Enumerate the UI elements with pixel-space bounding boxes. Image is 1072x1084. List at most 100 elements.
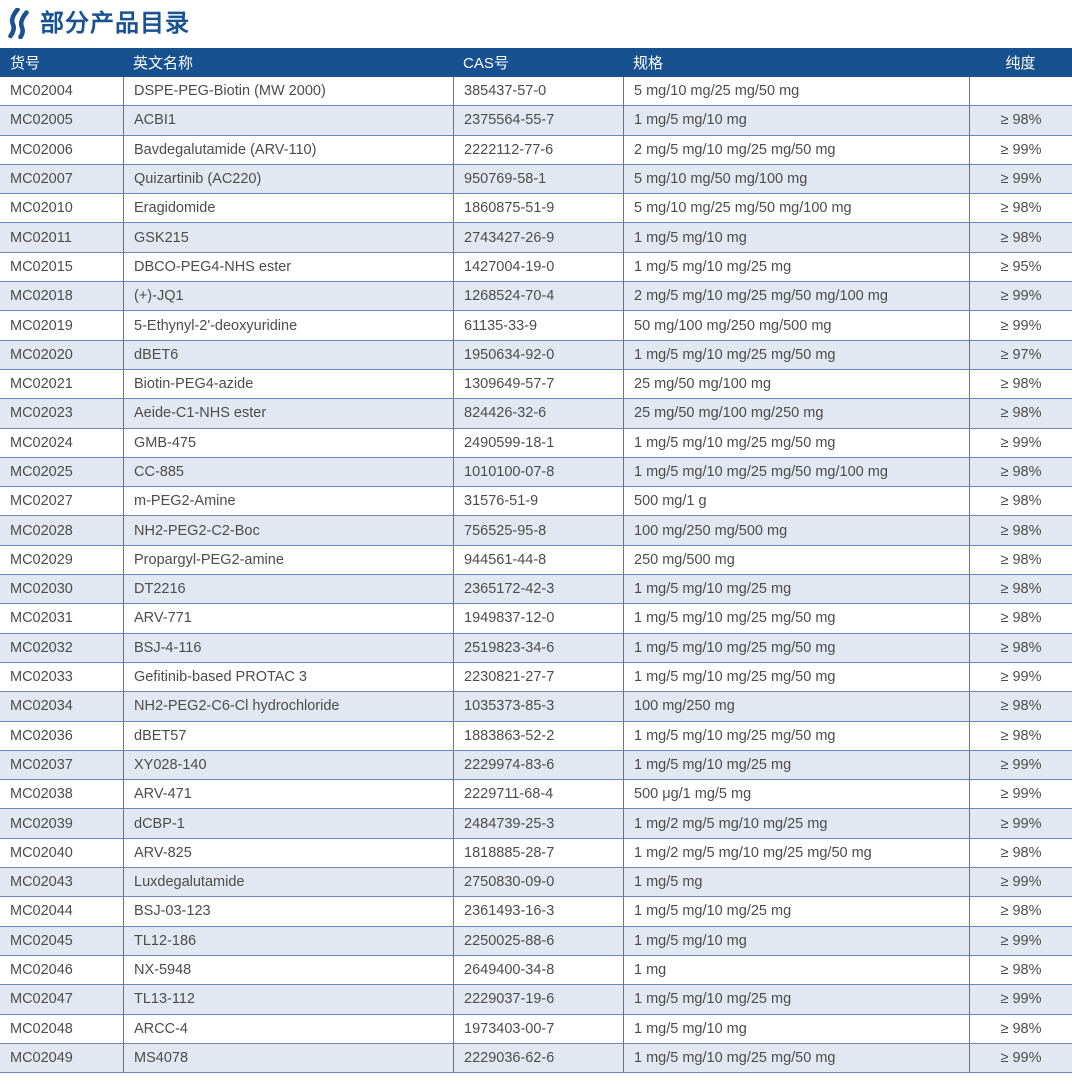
cell-sku: MC02048: [0, 1014, 123, 1044]
cell-spec: 1 mg/5 mg: [623, 868, 969, 898]
cell-cas: 1949837-12-0: [453, 604, 623, 634]
cell-spec: 1 mg/5 mg/10 mg/25 mg/50 mg: [623, 633, 969, 663]
cell-name: BSJ-03-123: [123, 897, 453, 927]
cell-name: Biotin-PEG4-azide: [123, 369, 453, 400]
cell-cas: 1818885-28-7: [453, 838, 623, 869]
cell-purity: ≥ 99%: [969, 868, 1072, 898]
cell-purity: ≥ 99%: [969, 1043, 1072, 1074]
cell-cas: 61135-33-9: [453, 311, 623, 341]
cell-cas: 1860875-51-9: [453, 194, 623, 224]
cell-cas: 2250025-88-6: [453, 926, 623, 956]
table-row: MC02036 dBET57 1883863-52-2 1 mg/5 mg/10 mg…: [0, 721, 1072, 751]
cell-sku: MC02007: [0, 164, 123, 195]
cell-name: Aeide-C1-NHS ester: [123, 399, 453, 429]
cell-purity: ≥ 99%: [969, 750, 1072, 781]
cell-sku: MC02046: [0, 955, 123, 986]
table-row: MC02043 Luxdegalutamide 2750830-09-0 1 mg/5…: [0, 868, 1072, 898]
cell-sku: MC02034: [0, 692, 123, 722]
table-row: MC02038 ARV-471 2229711-68-4 500 μg/1 mg/5 …: [0, 780, 1072, 810]
cell-sku: MC02038: [0, 780, 123, 810]
table-row: MC02032 BSJ-4-116 2519823-34-6 1 mg/5 mg/10…: [0, 633, 1072, 663]
cell-sku: MC02021: [0, 369, 123, 400]
cell-sku: MC02019: [0, 311, 123, 341]
cell-name: 5-Ethynyl-2'-deoxyuridine: [123, 311, 453, 341]
page-title-row: 部分产品目录: [0, 0, 1072, 48]
table-row: MC02007 Quizartinib (AC220) 950769-58-1 5 m…: [0, 164, 1072, 195]
cell-cas: 944561-44-8: [453, 545, 623, 576]
cell-name: dBET57: [123, 721, 453, 751]
cell-sku: MC02049: [0, 1043, 123, 1074]
cell-purity: ≥ 98%: [969, 955, 1072, 986]
cell-name: NH2-PEG2-C2-Boc: [123, 516, 453, 546]
cell-spec: 1 mg/5 mg/10 mg/25 mg/50 mg/100 mg: [623, 457, 969, 488]
table-row: MC02030 DT2216 2365172-42-3 1 mg/5 mg/10 mg…: [0, 575, 1072, 605]
cell-spec: 5 mg/10 mg/25 mg/50 mg/100 mg: [623, 194, 969, 224]
cell-name: DBCO-PEG4-NHS ester: [123, 252, 453, 283]
cell-spec: 1 mg/5 mg/10 mg/25 mg: [623, 985, 969, 1015]
cell-name: NH2-PEG2-C6-Cl hydrochloride: [123, 692, 453, 722]
cell-sku: MC02032: [0, 633, 123, 663]
table-header-row: 货号 英文名称 CAS号 规格 纯度: [0, 48, 1072, 77]
cell-purity: ≥ 98%: [969, 106, 1072, 136]
cell-sku: MC02005: [0, 106, 123, 136]
cell-purity: ≥ 95%: [969, 252, 1072, 283]
table-row: MC02034 NH2-PEG2-C6-Cl hydrochloride 10353…: [0, 692, 1072, 722]
cell-name: ARV-825: [123, 838, 453, 869]
cell-name: dCBP-1: [123, 809, 453, 839]
cell-spec: 500 μg/1 mg/5 mg: [623, 780, 969, 810]
cell-spec: 1 mg/5 mg/10 mg/25 mg: [623, 575, 969, 605]
cell-purity: [969, 77, 1072, 107]
table-row: MC02033 Gefitinib-based PROTAC 3 2230821-2…: [0, 662, 1072, 693]
table-row: MC02029 Propargyl-PEG2-amine 944561-44-8 25…: [0, 545, 1072, 576]
cell-name: ARCC-4: [123, 1014, 453, 1044]
cell-purity: ≥ 99%: [969, 662, 1072, 693]
cell-cas: 1268524-70-4: [453, 282, 623, 312]
table-row: MC02025 CC-885 1010100-07-8 1 mg/5 mg/10 mg…: [0, 457, 1072, 488]
cell-cas: 2361493-16-3: [453, 897, 623, 927]
cell-spec: 2 mg/5 mg/10 mg/25 mg/50 mg: [623, 135, 969, 165]
cell-spec: 2 mg/5 mg/10 mg/25 mg/50 mg/100 mg: [623, 282, 969, 312]
cell-sku: MC02023: [0, 399, 123, 429]
cell-name: NX-5948: [123, 955, 453, 986]
cell-spec: 1 mg/5 mg/10 mg: [623, 223, 969, 253]
cell-sku: MC02010: [0, 194, 123, 224]
cell-name: DSPE-PEG-Biotin (MW 2000): [123, 77, 453, 107]
table-row: MC02037 XY028-140 2229974-83-6 1 mg/5 mg/10…: [0, 750, 1072, 781]
cell-cas: 824426-32-6: [453, 399, 623, 429]
table-row: MC02019 5-Ethynyl-2'-deoxyuridine 61135-33…: [0, 311, 1072, 341]
cell-purity: ≥ 99%: [969, 311, 1072, 341]
table-row: MC02005 ACBI1 2375564-55-7 1 mg/5 mg/10 mg ≥…: [0, 106, 1072, 136]
column-header-sku: 货号: [0, 48, 123, 77]
cell-spec: 1 mg/5 mg/10 mg/25 mg/50 mg: [623, 340, 969, 370]
brand-flame-icon: [3, 7, 30, 40]
cell-purity: ≥ 97%: [969, 340, 1072, 370]
cell-purity: ≥ 98%: [969, 399, 1072, 429]
cell-name: BSJ-4-116: [123, 633, 453, 663]
cell-sku: MC02028: [0, 516, 123, 546]
cell-name: Luxdegalutamide: [123, 868, 453, 898]
cell-cas: 1427004-19-0: [453, 252, 623, 283]
table-row: MC02015 DBCO-PEG4-NHS ester 1427004-19-0 1 …: [0, 252, 1072, 283]
cell-sku: MC02018: [0, 282, 123, 312]
cell-spec: 100 mg/250 mg/500 mg: [623, 516, 969, 546]
column-header-name: 英文名称: [123, 48, 453, 77]
cell-name: XY028-140: [123, 750, 453, 781]
cell-name: Gefitinib-based PROTAC 3: [123, 662, 453, 693]
column-header-cas: CAS号: [453, 48, 623, 77]
cell-cas: 756525-95-8: [453, 516, 623, 546]
cell-purity: ≥ 98%: [969, 692, 1072, 722]
cell-sku: MC02027: [0, 487, 123, 517]
cell-cas: 2229037-19-6: [453, 985, 623, 1015]
table-row: MC02049 MS4078 2229036-62-6 1 mg/5 mg/10 mg…: [0, 1043, 1072, 1074]
cell-purity: ≥ 98%: [969, 604, 1072, 634]
cell-sku: MC02004: [0, 77, 123, 107]
cell-sku: MC02033: [0, 662, 123, 693]
cell-spec: 1 mg/5 mg/10 mg: [623, 106, 969, 136]
cell-spec: 25 mg/50 mg/100 mg/250 mg: [623, 399, 969, 429]
cell-name: dBET6: [123, 340, 453, 370]
cell-cas: 2375564-55-7: [453, 106, 623, 136]
cell-cas: 2365172-42-3: [453, 575, 623, 605]
cell-sku: MC02029: [0, 545, 123, 576]
cell-cas: 1973403-00-7: [453, 1014, 623, 1044]
product-catalog-table: 货号 英文名称 CAS号 规格 纯度 MC02004 DSPE-PEG-Bioti…: [0, 48, 1072, 1074]
